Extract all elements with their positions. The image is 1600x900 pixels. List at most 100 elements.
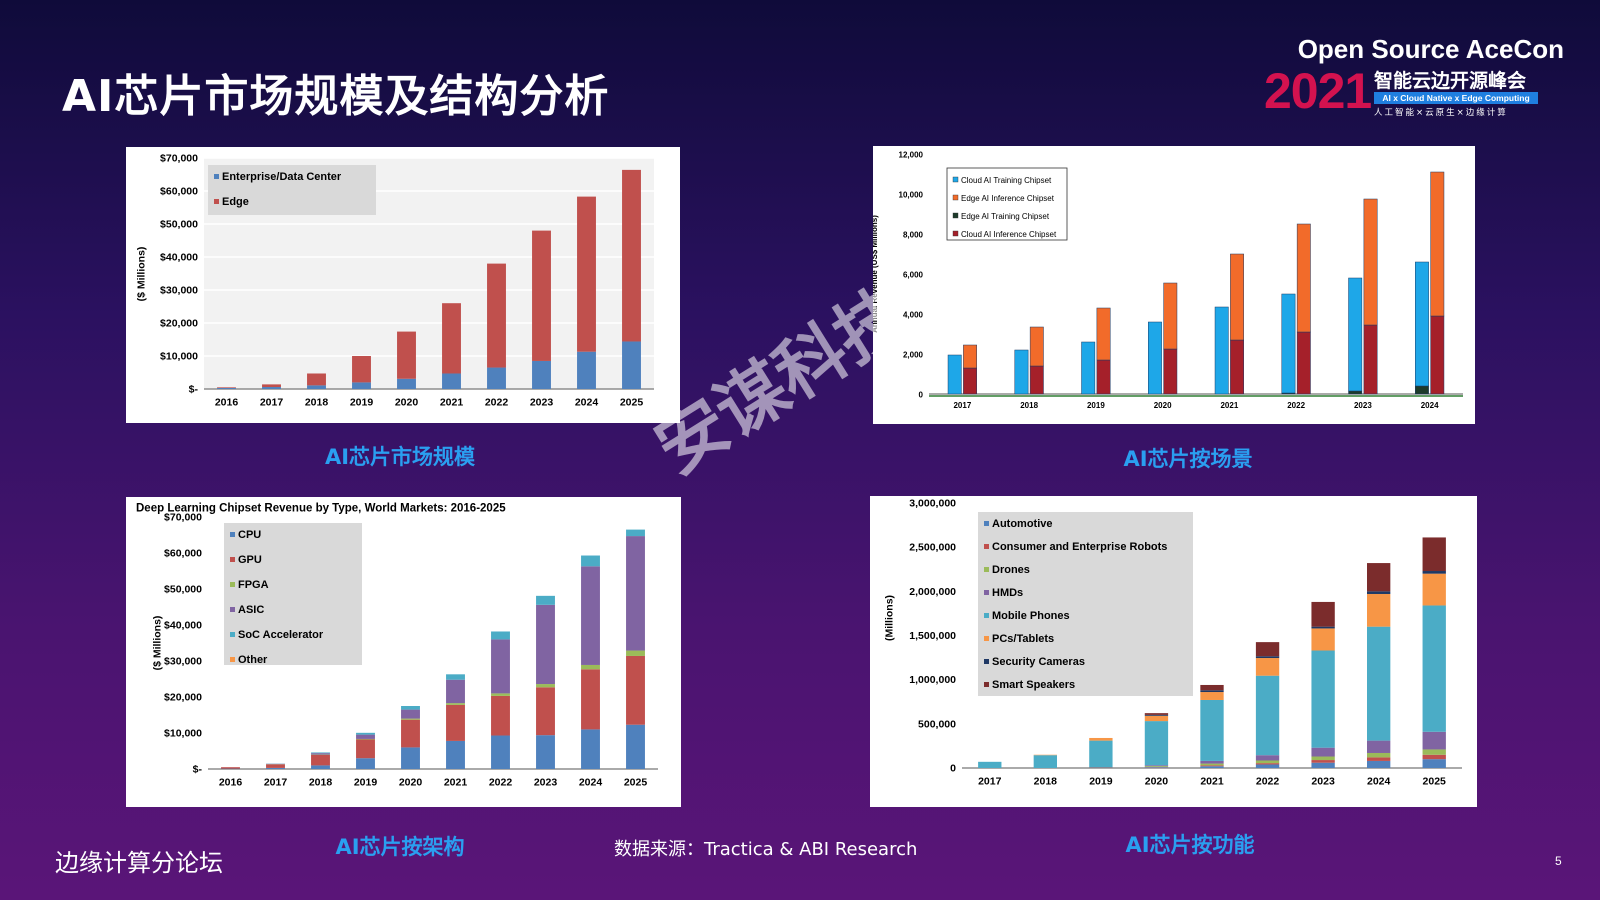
bar-edge xyxy=(217,387,236,389)
legend-label: CPU xyxy=(238,529,261,541)
bar-smart-speakers xyxy=(1367,563,1391,592)
x-tick-label: 2023 xyxy=(534,777,558,789)
bar-cpu xyxy=(536,735,555,769)
x-tick-label: 2023 xyxy=(1354,401,1372,410)
bar-fpga xyxy=(491,693,510,696)
x-tick-label: 2019 xyxy=(354,777,378,789)
x-tick-label: 2019 xyxy=(1087,401,1105,410)
bar-edge-ai-inference-chipset xyxy=(1096,307,1111,361)
chart-panel-by-scenario: 0 2,000 4,000 6,000 8,000 10,000 12,000 2017 201… xyxy=(873,146,1475,424)
y-tick-label: 2,000,000 xyxy=(909,586,956,598)
bar-automotive xyxy=(1367,760,1391,768)
bar-automotive xyxy=(1311,762,1335,768)
legend-label: Cloud AI Training Chipset xyxy=(961,176,1052,185)
bar-automotive xyxy=(1255,764,1280,768)
bar-pcs-tablets xyxy=(1422,573,1446,606)
bar-enterprise-data-center xyxy=(442,373,461,389)
bar-consumer-and-enterprise-robots xyxy=(1311,760,1335,763)
bar-drones xyxy=(1422,749,1446,755)
bar-soc-accelerator xyxy=(536,595,555,605)
legend-label: GPU xyxy=(238,554,262,566)
caption-by-architecture: AI芯片按架构 xyxy=(335,835,465,859)
y-tick-label: 0 xyxy=(919,391,924,400)
y-axis-label: ($ Millions) xyxy=(136,247,148,302)
legend-swatch xyxy=(984,521,989,526)
bar-smart-speakers xyxy=(1255,642,1280,657)
y-tick-label: 12,000 xyxy=(899,151,924,160)
bar-edge-ai-inference-chipset xyxy=(1296,223,1311,333)
bar-pcs-tablets xyxy=(1089,737,1113,741)
x-tick-label: 2017 xyxy=(978,776,1002,788)
y-tick-label: $50,000 xyxy=(160,219,198,231)
bar-smart-speakers xyxy=(1200,684,1224,691)
legend-swatch xyxy=(230,582,235,587)
bar-drones xyxy=(1200,763,1224,766)
y-tick-label: $20,000 xyxy=(164,692,202,704)
caption-by-scenario: AI芯片按场景 xyxy=(1123,447,1253,471)
chart-by-scenario: 0 2,000 4,000 6,000 8,000 10,000 12,000 2017 201… xyxy=(873,151,1463,410)
y-axis-label: Annual Revenue (US$ Millions) xyxy=(873,215,879,333)
bar-soc-accelerator xyxy=(491,631,510,640)
legend-swatch xyxy=(952,212,959,219)
bar-cloud-ai-inference-chipset xyxy=(1230,339,1244,395)
bar-cpu xyxy=(356,758,375,769)
x-tick-label: 2017 xyxy=(953,401,971,410)
bar-gpu xyxy=(356,739,375,759)
y-tick-label: 500,000 xyxy=(918,718,956,730)
bar-gpu xyxy=(221,767,240,769)
bar-enterprise-data-center xyxy=(487,367,506,389)
bar-edge xyxy=(307,373,326,386)
y-tick-label: 8,000 xyxy=(903,231,924,240)
bar-consumer-and-enterprise-robots xyxy=(1422,754,1446,760)
bar-asic xyxy=(446,679,465,704)
bar-pcs-tablets xyxy=(1255,658,1280,676)
x-tick-label: 2022 xyxy=(1287,401,1305,410)
legend-swatch xyxy=(984,659,989,664)
bar-consumer-and-enterprise-robots xyxy=(1367,757,1391,761)
bar-hmds xyxy=(1422,731,1446,750)
legend-label: Smart Speakers xyxy=(992,679,1075,691)
x-tick-label: 2025 xyxy=(624,777,648,789)
x-tick-label: 2020 xyxy=(1145,776,1169,788)
bar-fpga xyxy=(581,664,600,670)
bar-enterprise-data-center xyxy=(622,341,641,389)
x-tick-label: 2021 xyxy=(444,777,468,789)
x-tick-label: 2018 xyxy=(309,777,333,789)
x-tick-label: 2022 xyxy=(489,777,513,789)
forum-name: 边缘计算分论坛 xyxy=(55,849,223,877)
bar-consumer-and-enterprise-robots xyxy=(1200,765,1224,767)
bar-cloud-ai-inference-chipset xyxy=(1096,359,1111,395)
bar-hmds xyxy=(1255,755,1280,761)
bar-cloud-ai-inference-chipset xyxy=(963,367,977,395)
x-tick-label: 2020 xyxy=(399,777,423,789)
bar-automotive xyxy=(1422,759,1446,768)
legend-swatch xyxy=(984,636,989,641)
bar-gpu xyxy=(401,719,420,748)
bar-cpu xyxy=(581,729,600,769)
bar-enterprise-data-center xyxy=(217,388,236,389)
y-tick-label: $60,000 xyxy=(160,186,198,198)
bar-edge xyxy=(262,384,281,388)
legend-label: Consumer and Enterprise Robots xyxy=(992,541,1167,553)
bar-edge xyxy=(622,169,641,342)
bar-enterprise-data-center xyxy=(262,387,281,389)
x-tick-label: 2023 xyxy=(1311,776,1335,788)
bar-fpga xyxy=(356,738,375,740)
bar-gpu xyxy=(581,669,600,730)
legend-swatch xyxy=(230,607,235,612)
bar-edge xyxy=(397,331,416,379)
y-tick-label: $30,000 xyxy=(164,656,202,668)
bar-mobile-phones xyxy=(1422,605,1446,732)
bar-edge-ai-inference-chipset xyxy=(1363,198,1378,326)
bar-cpu xyxy=(266,767,285,769)
page-number: 5 xyxy=(1555,854,1562,868)
legend-swatch xyxy=(952,230,959,237)
bar-edge xyxy=(532,230,551,361)
bar-drones xyxy=(1367,752,1391,758)
bar-cloud-ai-training-chipset xyxy=(1014,349,1029,395)
logo-bar: AI x Cloud Native x Edge Computing xyxy=(1374,92,1538,104)
acecon-logo: Open Source AceCon 2021 智能云边开源峰会 AI x Cl… xyxy=(1264,34,1564,118)
y-tick-label: 3,000,000 xyxy=(909,498,956,510)
x-tick-label: 2018 xyxy=(1034,776,1058,788)
y-tick-label: $10,000 xyxy=(160,351,198,363)
